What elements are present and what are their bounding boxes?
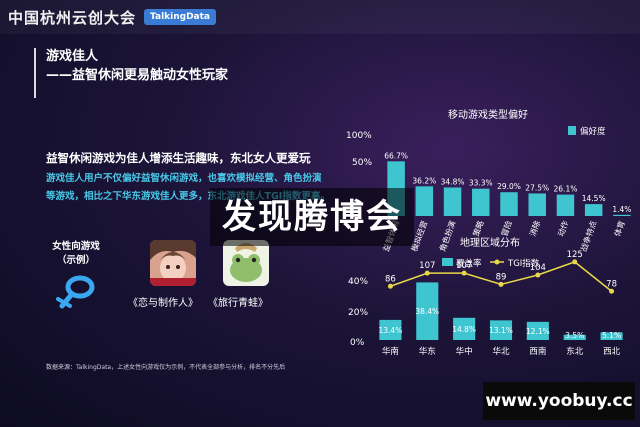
chart1-ytick-1: 100%: [346, 131, 372, 141]
chart1-value-label: 14.5%: [582, 194, 606, 203]
title-line-2: ——益智休闲更易触动女性玩家: [46, 68, 229, 83]
chart1-value-label: 29.0%: [497, 182, 521, 191]
chart1-ytick-2: 50%: [352, 158, 372, 168]
title-line-1: 游戏佳人: [46, 49, 99, 64]
chart2-tgi-point: [387, 283, 393, 289]
chart2-tgi-point: [535, 272, 541, 278]
description: 游戏佳人用户不仅偏好益智休闲游戏，也喜欢模拟经营、角色扮演 等游戏，相比之下华东…: [46, 170, 376, 206]
examples-label: 女性向游戏 （示例）: [46, 240, 106, 268]
anime-boy-game-icon: [150, 240, 196, 286]
chart2-bar-value-label: 13.1%: [489, 326, 513, 335]
game-type-preference-chart: 移动游戏类型偏好 偏好度 100% 50% 66.7%益智休闲36.2%模拟经营…: [346, 108, 631, 253]
chart2-legend: 覆盖率 TGI指数: [442, 258, 540, 269]
chart2-bar-value-label: 3.5%: [565, 331, 584, 340]
chart1-bar: [528, 193, 546, 216]
chart2-bar-value-label: 12.1%: [526, 327, 550, 336]
chart1-bar: [472, 188, 490, 216]
chart1-value-label: 66.7%: [384, 151, 408, 160]
chart2-tgi-point: [498, 281, 504, 287]
description-line-1: 游戏佳人用户不仅偏好益智休闲游戏，也喜欢模拟经营、角色扮演: [46, 173, 322, 184]
chart2-legend-line-label: TGI指数: [507, 258, 540, 269]
chart2-legend-bar-label: 覆盖率: [456, 258, 482, 269]
description-line-2: 等游戏，相比之下华东游戏佳人更多，东北游戏佳人TGI指数更高。: [46, 191, 330, 202]
chart2-tgi-value-label: 125: [567, 250, 583, 260]
chart2-tgi-point: [572, 259, 578, 265]
chart2-bar: [526, 321, 549, 340]
chart2-tgi-value-label: 89: [496, 272, 507, 282]
chart2-bar: [416, 282, 439, 340]
game-name-1: 《恋与制作人》: [128, 298, 198, 309]
chart2-bar: [453, 317, 476, 340]
chart2-bar: [563, 334, 586, 340]
chart2-tgi-point: [609, 288, 615, 294]
chart2-category-label: 西北: [603, 347, 621, 357]
watermark-overlay: 发现腾博会: [210, 188, 414, 246]
chart2-tgi-value-label: 107: [419, 261, 435, 271]
chart2-bar-value-label: 13.4%: [379, 326, 403, 335]
chart2-bar: [489, 320, 513, 340]
female-symbol-icon: [56, 275, 95, 309]
chart2-ytick-2: 20%: [348, 308, 368, 318]
chart2-tgi-value-label: 86: [385, 274, 396, 284]
chart2-category-label: 华中: [456, 346, 473, 357]
chart2-ytick-3: 0%: [350, 338, 365, 348]
headline: 益智休闲游戏为佳人增添生活趣味，东北女人更爱玩: [46, 151, 311, 165]
chart2-tgi-point: [424, 270, 430, 276]
footnote: 数据来源：TalkingData，上述女性向游戏仅为示例，不代表全部参与分析，排…: [46, 364, 286, 371]
chart2-tgi-point: [461, 270, 467, 276]
brand-title: 中国杭州云创大会: [8, 8, 137, 27]
chart2-ytick-1: 40%: [348, 277, 368, 287]
chart1-bar: [613, 214, 631, 216]
chart2-tgi-value-label: 104: [530, 263, 546, 273]
chart2-category-label: 东北: [566, 346, 584, 357]
chart2-bar-value-label: 14.8%: [452, 325, 476, 334]
chart1-bar: [415, 186, 434, 216]
chart2-bar: [379, 319, 402, 340]
chart1-value-label: 26.1%: [554, 185, 578, 194]
chart2-bar: [600, 332, 623, 340]
chart2-category-label: 华南: [382, 346, 399, 357]
chart1-title: 移动游戏类型偏好: [448, 108, 528, 121]
chart2-category-label: 西南: [529, 346, 546, 357]
chart1-value-label: 36.2%: [412, 176, 436, 185]
chart2-category-label: 华东: [419, 346, 436, 357]
region-distribution-chart: 地理区域分布 覆盖率 TGI指数 40% 20% 0% 13.4% 华南 38.4%…: [348, 236, 623, 357]
chart1-legend-swatch: [568, 126, 576, 135]
game-name-2: 《旅行青蛙》: [208, 298, 268, 309]
chart2-category-label: 华北: [492, 346, 510, 357]
chart2-bar-value-label: 5.1%: [602, 331, 621, 340]
website-url: www.yoobuy.cc: [483, 382, 635, 420]
examples-label-line-1: 女性向游戏: [52, 241, 100, 252]
chart1-bar: [584, 204, 603, 216]
chart2-bar-value-label: 38.4%: [415, 307, 439, 316]
chart1-value-label: 33.3%: [469, 179, 493, 188]
frog-game-icon: [223, 240, 269, 286]
chart2-tgi-value-label: 78: [606, 279, 617, 289]
chart2-legend-bar-swatch: [442, 258, 453, 266]
chart1-bar: [443, 187, 462, 216]
chart2-legend-line-dot: [494, 259, 500, 265]
chart1-legend: 偏好度: [568, 126, 606, 137]
chart1-value-label: 34.8%: [441, 177, 465, 186]
partner-badge: TalkingData: [144, 9, 216, 25]
chart2-tgi-value-label: 107: [456, 261, 472, 271]
chart1-value-label: 27.5%: [525, 183, 549, 192]
top-bar: 中国杭州云创大会 TalkingData: [0, 0, 640, 34]
chart1-bar: [556, 194, 575, 216]
section-title: 游戏佳人 ——益智休闲更易触动女性玩家: [34, 48, 296, 98]
chart1-legend-label: 偏好度: [580, 126, 606, 137]
examples-label-line-2: （示例）: [56, 255, 95, 266]
chart2-title: 地理区域分布: [460, 236, 520, 249]
chart1-value-label: 1.4%: [612, 205, 631, 214]
chart1-bar: [500, 192, 518, 216]
